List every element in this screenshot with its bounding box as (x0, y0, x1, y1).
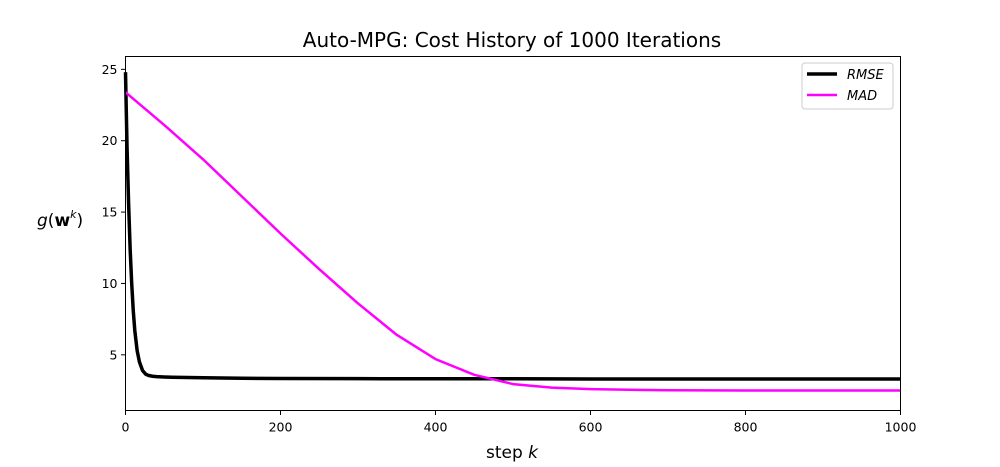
y-tick-label: 25 (102, 62, 118, 77)
plot-frame (125, 56, 901, 411)
x-tick-label: 1000 (885, 420, 917, 435)
series-line-mad (124, 91, 901, 392)
y-tick-label: 10 (102, 276, 118, 291)
y-axis: 5 10 15 20 25 (102, 62, 126, 362)
legend-label-rmse: RMSE (847, 68, 885, 83)
y-tick-label: 20 (102, 133, 118, 148)
y-axis-label-close-paren: ) (77, 211, 84, 231)
y-axis-label-open-paren: ( (48, 211, 55, 231)
series-layer (123, 72, 901, 392)
x-tick-label: 600 (579, 420, 603, 435)
y-axis-label: g(wk) (37, 208, 83, 231)
legend: RMSE MAD (801, 62, 894, 110)
y-axis-label-function: g (37, 211, 48, 231)
y-tick-label: 5 (110, 347, 118, 362)
x-tick-label: 400 (424, 420, 448, 435)
x-axis: 0 200 400 600 800 1000 (122, 410, 917, 435)
y-tick-label: 15 (102, 205, 118, 220)
legend-label-mad: MAD (847, 89, 877, 104)
x-axis-label: step k (486, 443, 539, 463)
x-axis-label-text: step (486, 443, 528, 463)
x-tick-label: 0 (122, 420, 130, 435)
x-tick-label: 800 (734, 420, 758, 435)
series-line-rmse (123, 72, 901, 381)
x-axis-label-variable: k (528, 443, 539, 463)
x-tick-label: 200 (269, 420, 293, 435)
chart-title: Auto-MPG: Cost History of 1000 Iteration… (303, 28, 721, 52)
y-axis-label-vector: w (54, 211, 70, 231)
y-axis-label-superscript: k (70, 208, 77, 221)
